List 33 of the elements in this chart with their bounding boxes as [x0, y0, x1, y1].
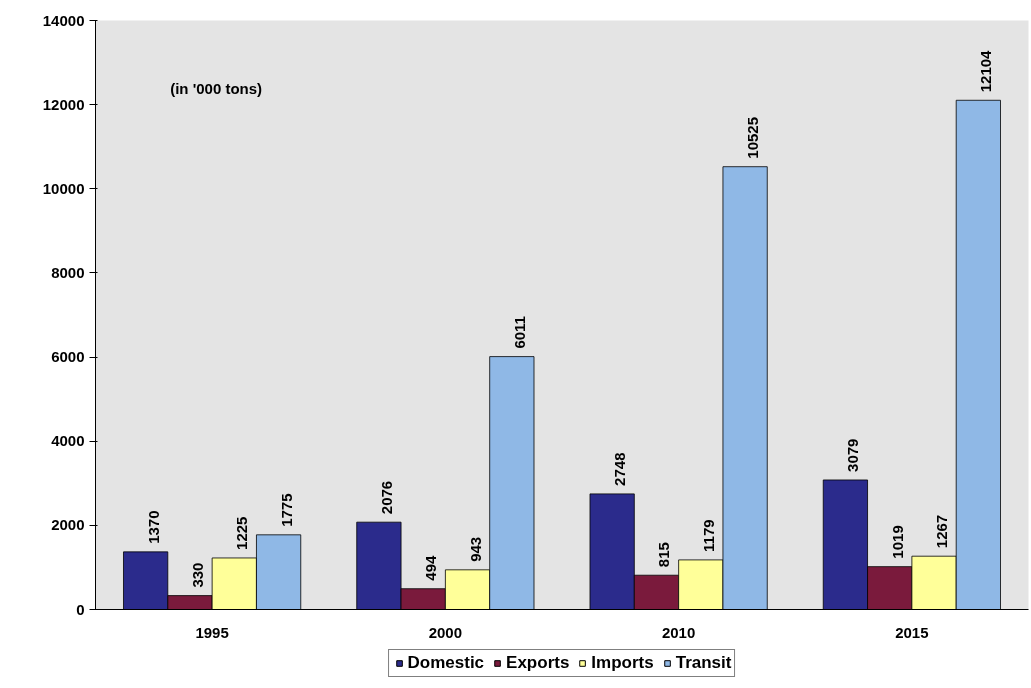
data-label: 2076 — [377, 480, 395, 515]
data-label: 494 — [422, 555, 440, 581]
y-tick-label: 6000 — [51, 348, 85, 366]
y-tick-label: 12000 — [42, 95, 85, 113]
legend-label: Imports — [591, 653, 654, 673]
data-label: 1370 — [144, 510, 162, 544]
legend-label: Transit — [675, 653, 732, 673]
y-tick-label: 8000 — [51, 263, 85, 281]
y-tick-label: 14000 — [42, 11, 85, 29]
x-tick-label: 2000 — [428, 623, 463, 641]
data-label: 330 — [188, 562, 206, 588]
data-label: 3079 — [844, 438, 862, 472]
data-label: 943 — [466, 536, 484, 562]
annotation: (in '000 tons) — [170, 80, 263, 98]
data-label: 12104 — [977, 49, 995, 93]
legend-label: Domestic — [407, 653, 485, 673]
legend-label: Exports — [506, 653, 570, 673]
x-tick-label: 2015 — [895, 623, 929, 641]
y-tick-label: 2000 — [51, 516, 85, 534]
data-label: 1267 — [933, 514, 951, 549]
data-label: 2748 — [611, 452, 629, 486]
data-label: 6011 — [510, 316, 528, 349]
y-tick-label: 10000 — [42, 179, 85, 197]
data-label: 1179 — [699, 519, 717, 552]
data-label: 10525 — [744, 116, 762, 159]
x-tick-label: 1995 — [195, 623, 229, 641]
data-label: 1225 — [233, 516, 251, 550]
x-tick-label: 2010 — [661, 623, 696, 641]
data-label: 815 — [655, 542, 673, 568]
y-tick-label: 0 — [76, 600, 85, 618]
y-tick-label: 4000 — [51, 432, 85, 450]
data-label: 1775 — [277, 493, 295, 527]
data-label: 1019 — [888, 525, 906, 559]
